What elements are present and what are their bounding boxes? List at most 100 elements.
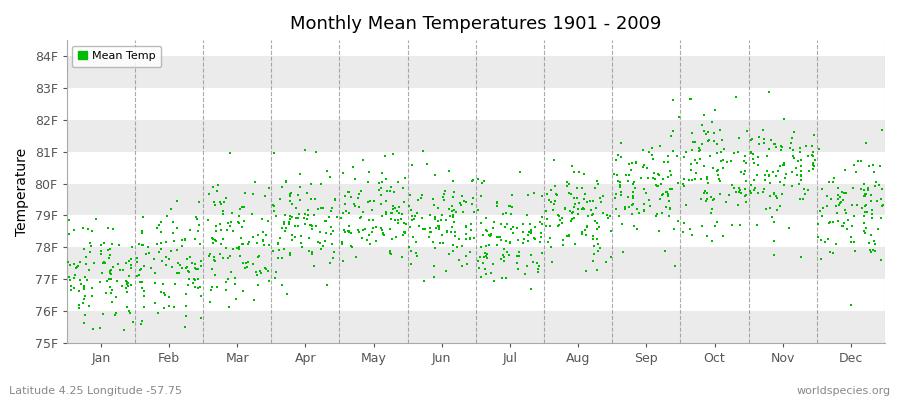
Point [220, 278, 234, 285]
Point [205, 266, 220, 272]
Point [750, 222, 764, 228]
Point [62, 262, 77, 268]
Point [487, 278, 501, 284]
Point [459, 222, 473, 229]
Point [280, 291, 294, 297]
Point [477, 254, 491, 261]
Point [455, 243, 470, 249]
Point [267, 208, 282, 214]
Point [552, 222, 566, 228]
Point [796, 196, 810, 202]
Point [445, 224, 459, 231]
Point [303, 222, 318, 229]
Point [759, 206, 773, 213]
Point [608, 206, 623, 212]
Point [796, 186, 811, 192]
Point [562, 181, 576, 188]
Point [791, 158, 806, 164]
Point [766, 168, 780, 175]
Point [140, 244, 155, 250]
Point [228, 275, 242, 282]
Point [148, 280, 162, 286]
Point [496, 252, 510, 258]
Point [710, 168, 724, 174]
Point [158, 290, 172, 296]
Point [202, 191, 216, 198]
Point [322, 214, 337, 220]
Point [777, 162, 791, 168]
Point [76, 225, 90, 231]
Point [279, 178, 293, 185]
Point [860, 208, 874, 215]
Point [247, 190, 261, 197]
Point [487, 219, 501, 226]
Point [496, 211, 510, 218]
Point [175, 243, 189, 249]
Point [688, 176, 702, 182]
Point [283, 252, 297, 259]
Point [578, 227, 592, 234]
Point [101, 246, 115, 253]
Point [446, 194, 461, 200]
Point [816, 205, 831, 212]
Point [864, 192, 878, 198]
Point [521, 192, 535, 198]
Point [751, 154, 765, 160]
Point [277, 228, 292, 234]
Point [466, 209, 481, 215]
Bar [67, 56, 885, 88]
Point [387, 188, 401, 195]
Title: Monthly Mean Temperatures 1901 - 2009: Monthly Mean Temperatures 1901 - 2009 [290, 15, 662, 33]
Point [410, 239, 424, 245]
Point [785, 183, 799, 189]
Point [382, 226, 397, 232]
Point [73, 276, 87, 283]
Point [698, 190, 712, 196]
Point [67, 260, 81, 267]
Point [732, 135, 746, 141]
Point [298, 220, 312, 227]
Point [596, 210, 610, 216]
Point [739, 178, 753, 184]
Point [132, 241, 147, 248]
Point [511, 266, 526, 272]
Point [474, 193, 489, 199]
Point [527, 223, 542, 230]
Point [586, 258, 600, 264]
Point [238, 189, 252, 196]
Point [821, 236, 835, 243]
Point [685, 232, 699, 238]
Point [382, 248, 397, 254]
Point [636, 207, 651, 214]
Point [655, 192, 670, 198]
Point [235, 241, 249, 247]
Point [328, 196, 342, 202]
Point [526, 259, 540, 266]
Point [268, 269, 283, 275]
Text: Latitude 4.25 Longitude -57.75: Latitude 4.25 Longitude -57.75 [9, 386, 182, 396]
Point [130, 255, 144, 261]
Point [153, 219, 167, 225]
Point [208, 237, 222, 243]
Point [484, 270, 499, 276]
Point [649, 182, 663, 188]
Point [662, 168, 677, 174]
Point [76, 320, 91, 327]
Point [395, 253, 410, 260]
Point [635, 146, 650, 153]
Point [551, 223, 565, 229]
Point [216, 207, 230, 214]
Point [384, 236, 399, 242]
Point [262, 185, 276, 192]
Point [857, 228, 871, 234]
Point [661, 189, 675, 196]
Point [367, 198, 382, 204]
Point [536, 193, 550, 200]
Point [271, 240, 285, 247]
Point [682, 176, 697, 183]
Point [858, 209, 872, 215]
Point [436, 240, 450, 246]
Point [526, 235, 541, 242]
Point [613, 179, 627, 185]
Point [835, 189, 850, 196]
